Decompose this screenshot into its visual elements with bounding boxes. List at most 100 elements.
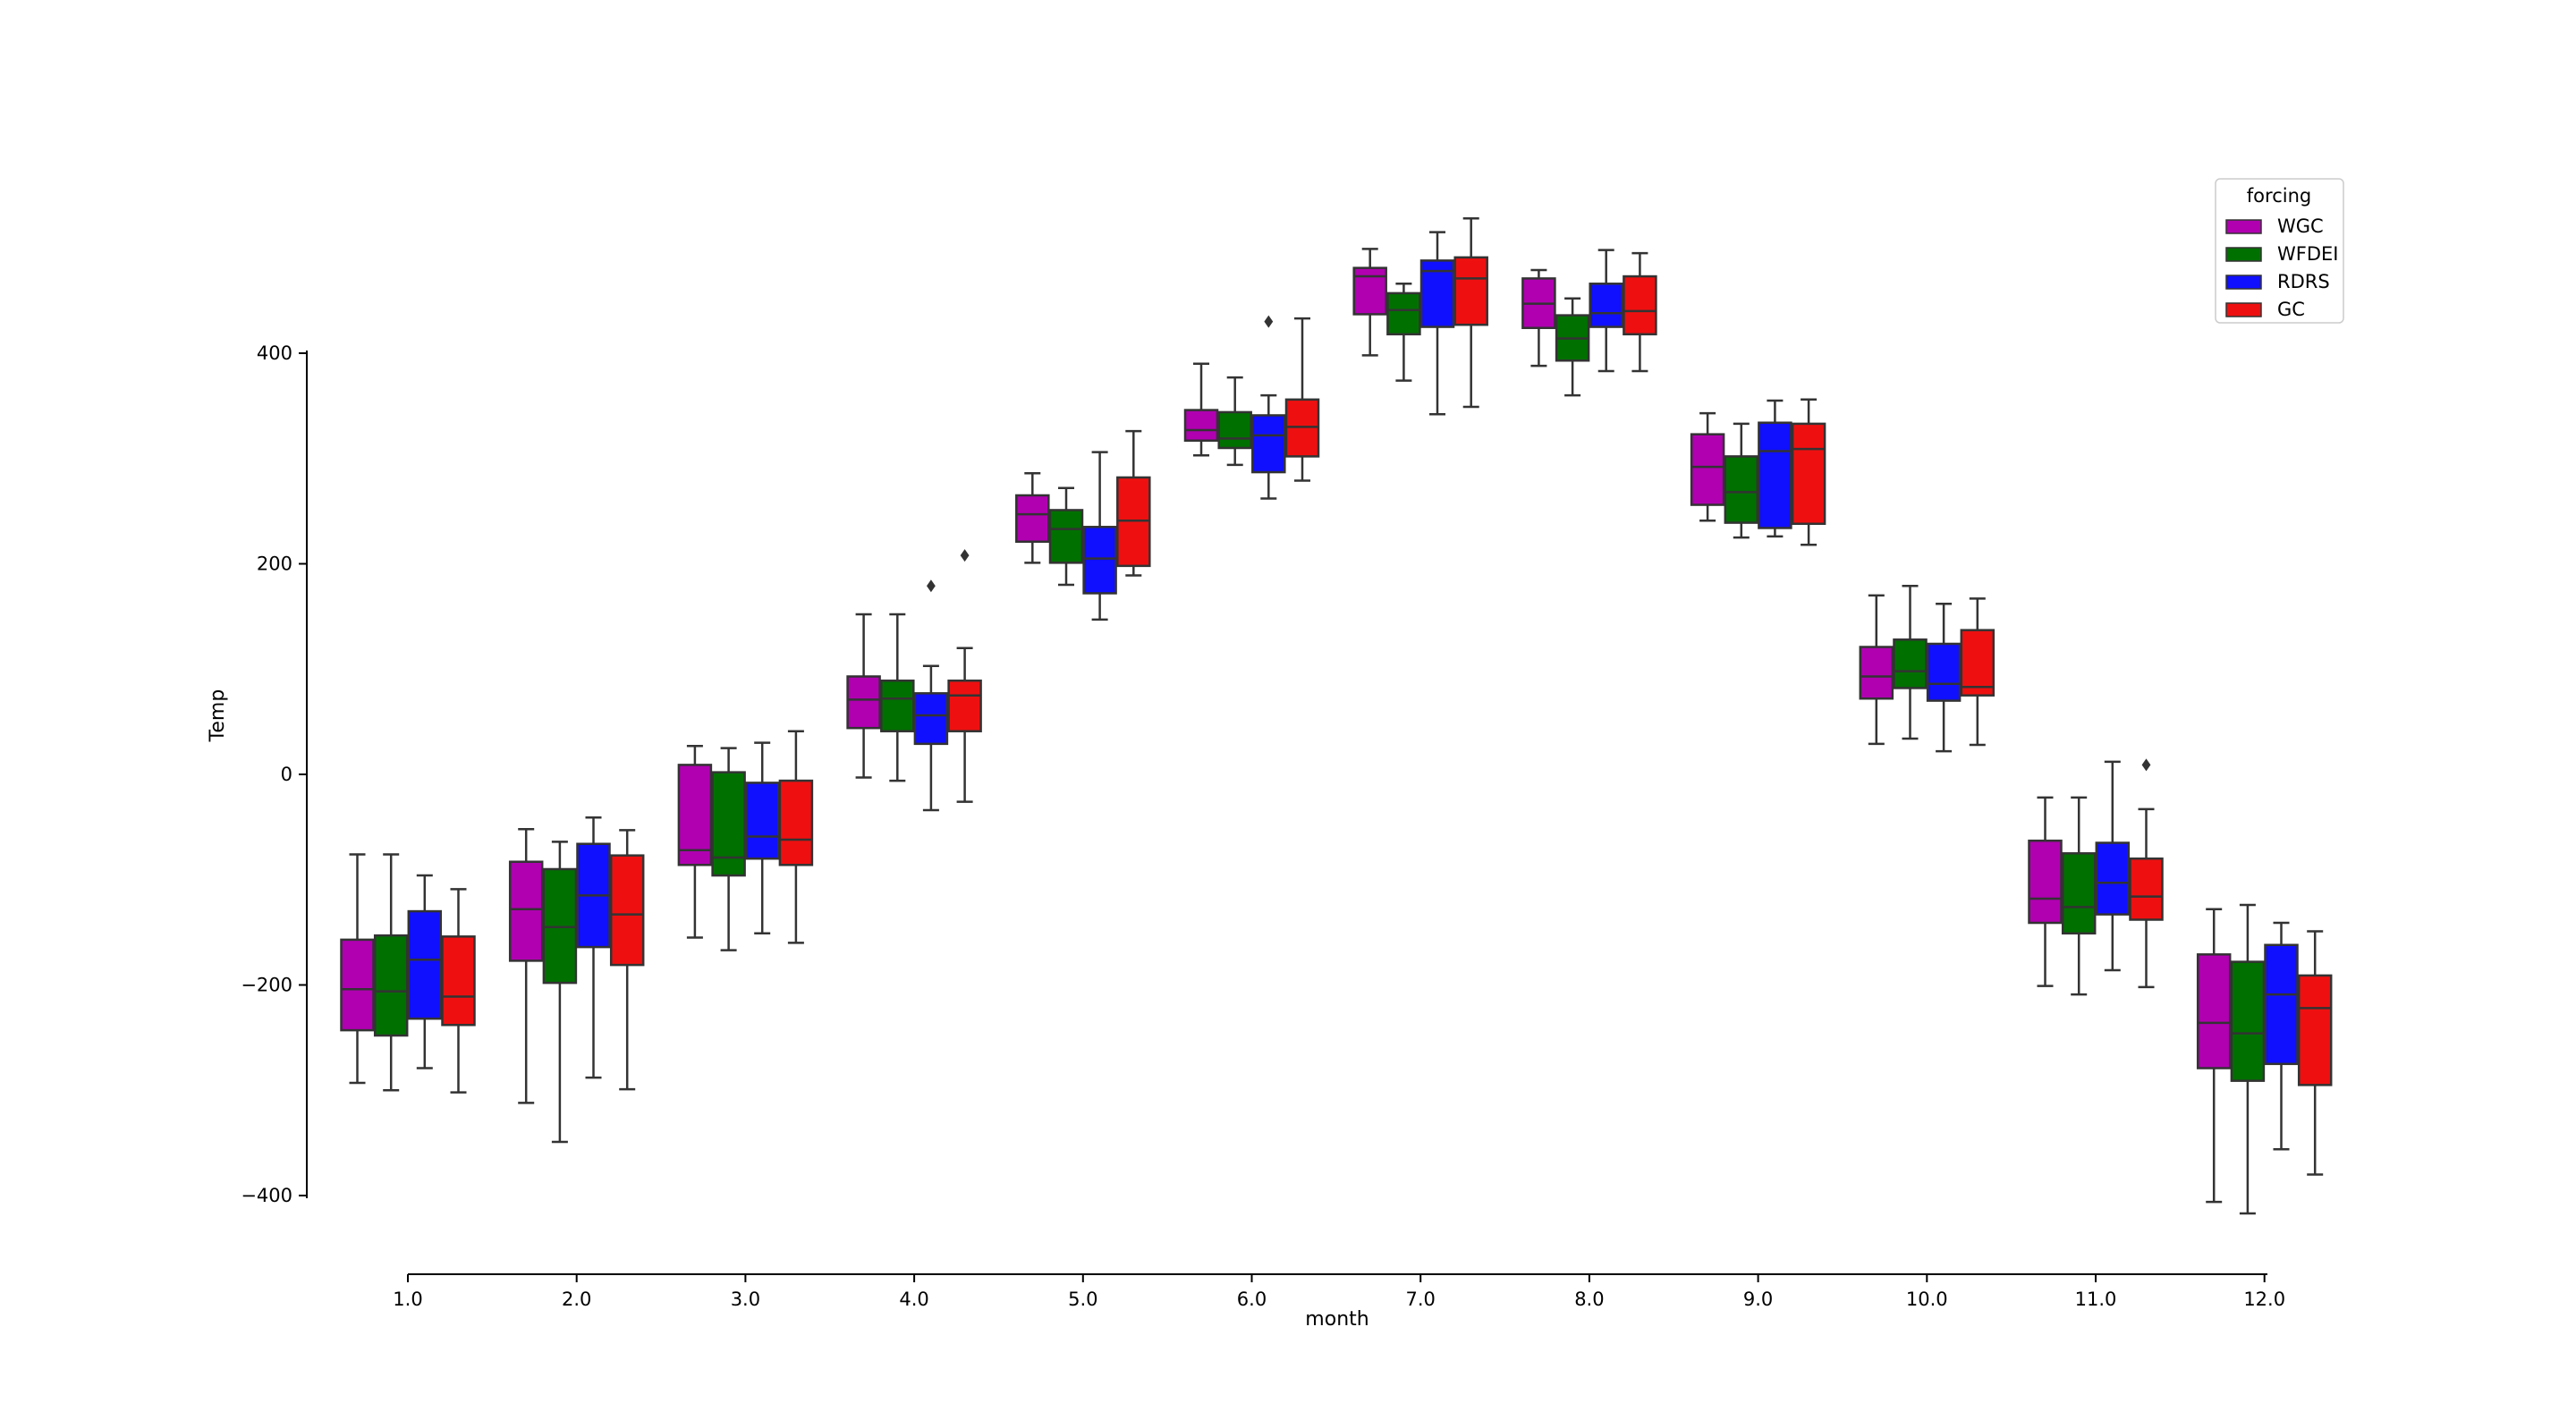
box-body <box>2264 943 2299 1066</box>
box-wfdei-month-8 <box>1555 297 1590 397</box>
box-body <box>2129 857 2164 921</box>
box-body <box>677 764 713 866</box>
y-tick-label: 0 <box>281 764 292 785</box>
outlier-point <box>2141 758 2151 772</box>
box-wfdei-month-5 <box>1048 486 1084 587</box>
box-rdrs-month-12 <box>2264 921 2299 1151</box>
x-tick-label: 3.0 <box>731 1289 760 1310</box>
box-body <box>1791 422 1826 526</box>
box-body <box>2028 839 2063 925</box>
box-body <box>1893 638 1928 689</box>
box-wfdei-month-9 <box>1724 422 1759 539</box>
box-body <box>711 771 746 877</box>
box-body <box>1623 275 1657 336</box>
box-wfdei-month-4 <box>880 613 915 782</box>
series-rdrs <box>407 231 2299 1151</box>
legend-title: forcing <box>2247 185 2311 207</box>
x-tick-label: 2.0 <box>562 1289 591 1310</box>
box-gc-month-3 <box>778 730 814 944</box>
legend-items: WGC WFDEI RDRS GC <box>2225 216 2338 320</box>
box-body <box>2095 841 2131 916</box>
box-body <box>744 782 780 860</box>
outlier-point <box>1264 315 1274 328</box>
box-body <box>880 679 915 732</box>
box-wgc-month-4 <box>846 613 881 779</box>
y-tick-label: −400 <box>241 1185 292 1206</box>
box-wfdei-month-3 <box>711 747 746 951</box>
x-tick-label: 7.0 <box>1405 1289 1435 1310</box>
box-body <box>340 938 375 1032</box>
box-body <box>1758 421 1792 529</box>
box-body <box>508 860 544 962</box>
box-wgc-month-1 <box>340 853 375 1085</box>
box-body <box>407 909 443 1020</box>
box-body <box>1589 283 1623 328</box>
box-body <box>1926 642 1962 702</box>
box-body <box>778 779 814 866</box>
box-wgc-month-2 <box>508 827 544 1104</box>
box-body <box>441 935 476 1027</box>
box-body <box>1217 410 1252 450</box>
box-body <box>846 675 881 730</box>
box-body <box>1386 292 1421 336</box>
box-body <box>1183 409 1219 442</box>
x-axis: 1.0 2.0 3.0 4.0 5.0 6.0 7.0 8.0 9.0 10.0 11.0 12.0 … <box>393 1273 2285 1331</box>
box-rdrs-month-1 <box>407 874 443 1069</box>
box-wfdei-month-2 <box>542 841 578 1144</box>
x-axis-title: month <box>1305 1308 1368 1331</box>
x-tick-label: 8.0 <box>1574 1289 1604 1310</box>
box-wgc-month-8 <box>1521 268 1556 368</box>
legend-swatch <box>2225 219 2262 234</box>
y-axis-title: Temp <box>207 689 229 743</box>
box-rdrs-month-2 <box>576 816 611 1079</box>
box-rdrs-month-8 <box>1589 249 1623 373</box>
box-wgc-month-11 <box>2028 796 2063 987</box>
y-tick-label: 200 <box>257 554 292 575</box>
box-wgc-month-7 <box>1352 248 1387 357</box>
y-ticks: −400 −200 0 200 400 <box>241 342 307 1206</box>
series-gc <box>441 217 2333 1176</box>
box-rdrs-month-5 <box>1082 451 1117 621</box>
box-wgc-month-3 <box>677 744 713 939</box>
box-wfdei-month-7 <box>1386 283 1421 382</box>
x-tick-label: 10.0 <box>1906 1289 1948 1310</box>
series-wfdei <box>373 283 2266 1215</box>
box-gc-month-10 <box>1960 597 1996 747</box>
box-rdrs-month-3 <box>744 741 780 935</box>
y-tick-label: −200 <box>241 975 292 996</box>
x-tick-label: 1.0 <box>393 1289 422 1310</box>
box-body <box>1352 266 1387 316</box>
x-tick-label: 11.0 <box>2075 1289 2117 1310</box>
legend-label: GC <box>2277 299 2305 320</box>
box-body <box>947 679 982 732</box>
box-body <box>1960 629 1996 697</box>
x-tick-label: 6.0 <box>1237 1289 1267 1310</box>
legend: forcing WGC WFDEI RDRS GC <box>2215 178 2344 324</box>
outlier-point <box>927 579 936 593</box>
legend-label: WGC <box>2277 216 2324 237</box>
legend-swatch <box>2225 302 2262 317</box>
box-body <box>1251 414 1286 474</box>
box-rdrs-month-9 <box>1758 399 1792 538</box>
legend-item-wgc: WGC <box>2225 216 2324 237</box>
x-ticks: 1.0 2.0 3.0 4.0 5.0 6.0 7.0 8.0 9.0 10.0 11.0 12.0 <box>393 1274 2285 1310</box>
box-body <box>1082 526 1117 595</box>
box-body <box>1048 509 1084 564</box>
boxes-layer <box>340 217 2333 1215</box>
box-gc-month-2 <box>609 829 645 1091</box>
box-body <box>2230 960 2266 1082</box>
box-body <box>1015 494 1050 544</box>
legend-label: WFDEI <box>2277 243 2338 265</box>
box-body <box>2061 852 2097 935</box>
box-body <box>1690 433 1725 506</box>
legend-swatch <box>2225 275 2262 290</box>
box-wfdei-month-1 <box>373 853 409 1092</box>
box-body <box>2297 974 2333 1086</box>
x-tick-label: 5.0 <box>1068 1289 1097 1310</box>
box-gc-month-4 <box>947 549 982 803</box>
box-rdrs-month-6 <box>1251 315 1286 500</box>
box-wgc-month-5 <box>1015 471 1050 564</box>
box-gc-month-1 <box>441 888 476 1094</box>
box-body <box>609 854 645 967</box>
box-body <box>1724 455 1759 524</box>
